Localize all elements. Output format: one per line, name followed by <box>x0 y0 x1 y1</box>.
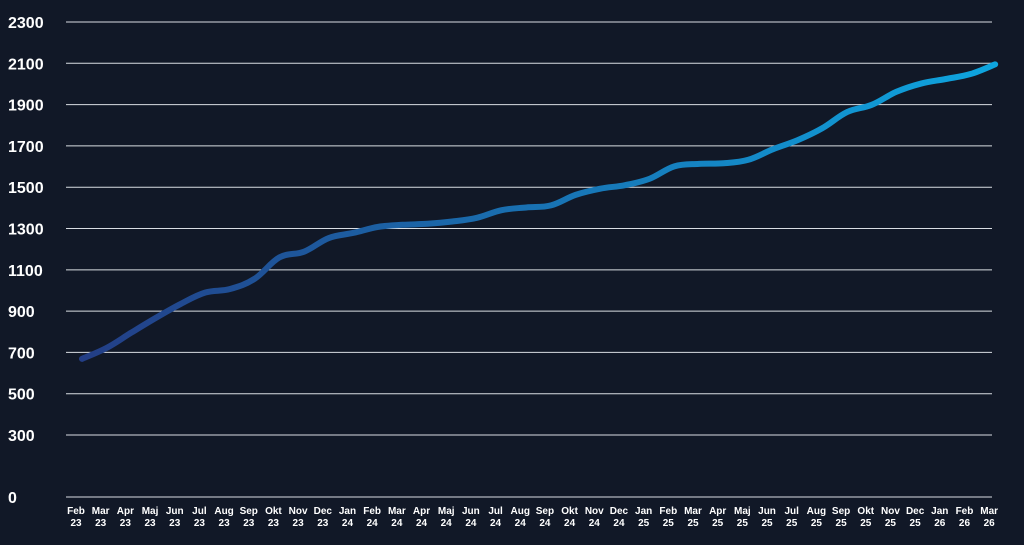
x-tick-label: Jul 24 <box>488 506 503 529</box>
x-tick-label: Dec 23 <box>314 506 333 529</box>
y-tick-label: 900 <box>8 304 35 321</box>
y-axis-ticks: 0 300 500 700 900 1100 1300 1500 1700 1900 2100 230… <box>8 15 44 507</box>
x-tick-label: Okt 23 <box>265 506 282 529</box>
x-tick-label: Jan 25 <box>635 506 652 529</box>
x-tick-label: Aug 24 <box>511 506 530 529</box>
x-tick-label: Jan 24 <box>339 506 356 529</box>
y-tick-label: 1100 <box>8 263 43 280</box>
x-tick-label: Aug 25 <box>807 506 826 529</box>
x-tick-label: Apr 23 <box>117 506 134 529</box>
x-tick-label: Mar 24 <box>388 506 406 529</box>
x-tick-label: Jun 25 <box>758 506 776 529</box>
y-tick-label: 500 <box>8 387 35 404</box>
x-tick-label: Sep 23 <box>240 506 258 529</box>
series-layer <box>79 61 999 362</box>
x-tick-label: Dec 25 <box>906 506 925 529</box>
series-line <box>79 61 999 362</box>
x-tick-label: Sep 24 <box>536 506 554 529</box>
y-tick-label: 2300 <box>8 15 44 32</box>
x-tick-label: Nov 23 <box>289 506 308 529</box>
gridlines <box>66 21 992 498</box>
y-tick-label: 700 <box>8 345 35 362</box>
x-tick-label: Feb 24 <box>363 506 381 529</box>
x-tick-label: Nov 24 <box>585 506 604 529</box>
x-tick-label: Mar 26 <box>980 506 998 529</box>
y-tick-label: 1300 <box>8 222 44 239</box>
x-tick-label: Mar 25 <box>684 506 702 529</box>
y-tick-label: 1700 <box>8 139 44 156</box>
x-tick-label: Okt 25 <box>857 506 874 529</box>
x-tick-label: Jul 25 <box>784 506 799 529</box>
x-tick-label: Dec 24 <box>610 506 629 529</box>
x-tick-label: Jun 23 <box>166 506 184 529</box>
y-tick-label: 0 <box>8 490 17 507</box>
x-tick-label: Feb 26 <box>956 506 974 529</box>
x-tick-label: Sep 25 <box>832 506 850 529</box>
x-tick-label: Maj 23 <box>142 506 159 529</box>
x-tick-label: Aug 23 <box>214 506 233 529</box>
x-tick-label: Maj 25 <box>734 506 751 529</box>
x-tick-label: Apr 24 <box>413 506 430 529</box>
y-tick-label: 2100 <box>8 56 44 73</box>
x-tick-label: Apr 25 <box>709 506 726 529</box>
y-tick-label: 1500 <box>8 180 44 197</box>
x-tick-label: Jul 23 <box>192 506 207 529</box>
x-tick-label: Jan 26 <box>931 506 948 529</box>
x-tick-label: Feb 23 <box>67 506 85 529</box>
x-tick-label: Okt 24 <box>561 506 578 529</box>
x-tick-label: Feb 25 <box>659 506 677 529</box>
x-tick-label: Mar 23 <box>92 506 110 529</box>
y-tick-label: 300 <box>8 428 35 445</box>
x-axis-ticks: Feb 23 Mar 23 Apr 23 Maj 23 Jun 23 Jul 23 Aug 23 Sep 23… <box>67 506 998 529</box>
x-tick-label: Jun 24 <box>462 506 480 529</box>
x-tick-label: Maj 24 <box>438 506 455 529</box>
y-tick-label: 1900 <box>8 98 44 115</box>
x-tick-label: Nov 25 <box>881 506 900 529</box>
